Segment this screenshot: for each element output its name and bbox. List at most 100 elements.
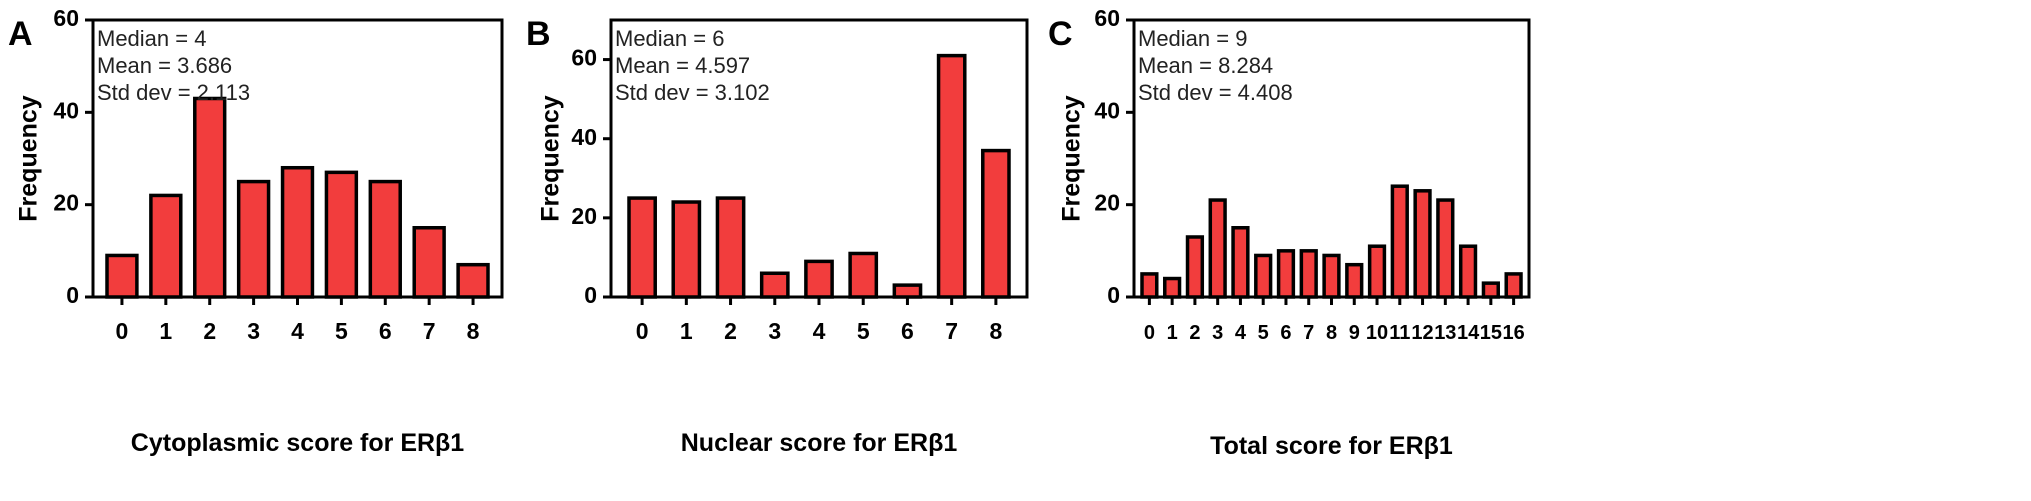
bar bbox=[105, 253, 139, 299]
chart-panel-b: B Frequency 0 1 2 3 4 5 6 7 8 0 20 40 60 Median = 6Mean… bbox=[526, 15, 1029, 457]
bar bbox=[1322, 253, 1341, 299]
x-tick-label: 15 bbox=[1480, 322, 1502, 344]
x-tick-label: 4 bbox=[291, 318, 304, 344]
y-tick-label: 40 bbox=[571, 124, 597, 150]
x-tick-label: 5 bbox=[1258, 322, 1269, 344]
bar bbox=[627, 196, 657, 299]
x-axis-label: Total score for ERβ1 bbox=[1210, 432, 1453, 460]
x-tick-label: 0 bbox=[1144, 322, 1155, 344]
x-tick-label: 7 bbox=[1303, 322, 1314, 344]
bar bbox=[1436, 198, 1455, 299]
bar bbox=[1254, 253, 1273, 299]
y-tick-label: 60 bbox=[53, 5, 79, 31]
x-tick-label: 6 bbox=[901, 318, 914, 344]
x-tick-label: 1 bbox=[680, 318, 693, 344]
bar bbox=[715, 196, 746, 299]
stat-annotation: Std dev = 4.408 bbox=[1138, 80, 1293, 105]
y-tick-label: 20 bbox=[1094, 190, 1120, 216]
y-axis-label: Frequency bbox=[537, 95, 565, 222]
x-tick-label: 13 bbox=[1434, 322, 1456, 344]
x-tick-label: 4 bbox=[1235, 322, 1247, 344]
y-axis-label: Frequency bbox=[15, 95, 43, 222]
stat-annotation: Median = 6 bbox=[615, 26, 724, 51]
x-tick-label: 3 bbox=[1212, 322, 1223, 344]
bar bbox=[1299, 249, 1318, 299]
bar bbox=[804, 259, 834, 299]
x-tick-label: 5 bbox=[857, 318, 870, 344]
x-tick-label: 10 bbox=[1366, 322, 1388, 344]
x-tick-label: 5 bbox=[335, 318, 348, 344]
x-tick-label: 8 bbox=[467, 318, 480, 344]
stat-annotation: Std dev = 3.102 bbox=[615, 80, 770, 105]
bar bbox=[1140, 272, 1159, 299]
y-axis-label: Frequency bbox=[1058, 95, 1086, 222]
stat-annotation: Median = 9 bbox=[1138, 26, 1247, 51]
bar bbox=[1231, 226, 1250, 299]
plot-frame bbox=[1132, 18, 1531, 299]
y-tick-label: 20 bbox=[571, 203, 597, 229]
x-tick-label: 7 bbox=[945, 318, 958, 344]
panel-letter: A bbox=[8, 15, 33, 53]
y-tick-label: 20 bbox=[53, 190, 79, 216]
x-tick-label: 2 bbox=[203, 318, 216, 344]
bar bbox=[1458, 244, 1478, 299]
bar bbox=[936, 53, 967, 299]
bar bbox=[1367, 244, 1387, 299]
stat-annotation: Median = 4 bbox=[97, 26, 206, 51]
x-tick-label: 9 bbox=[1349, 322, 1360, 344]
bar bbox=[193, 96, 227, 299]
stat-annotation: Std dev = 2.113 bbox=[97, 80, 250, 105]
y-tick-label: 0 bbox=[584, 282, 597, 308]
bar bbox=[1345, 262, 1364, 299]
y-tick-label: 0 bbox=[1107, 282, 1120, 308]
bar bbox=[1413, 189, 1432, 299]
bar bbox=[1504, 272, 1523, 299]
plot-frame bbox=[609, 18, 1029, 299]
x-tick-label: 16 bbox=[1502, 322, 1524, 344]
x-tick-label: 1 bbox=[159, 318, 172, 344]
panel-letter: C bbox=[1048, 15, 1073, 53]
bar bbox=[280, 165, 315, 299]
y-tick-label: 40 bbox=[1094, 97, 1120, 123]
x-tick-label: 6 bbox=[1280, 322, 1291, 344]
bar bbox=[981, 148, 1011, 299]
bar bbox=[671, 200, 702, 299]
bar bbox=[892, 283, 923, 299]
stat-annotation: Mean = 4.597 bbox=[615, 53, 750, 78]
bar bbox=[1208, 198, 1227, 299]
x-tick-label: 3 bbox=[768, 318, 781, 344]
bar bbox=[1185, 235, 1205, 299]
bar bbox=[412, 226, 446, 299]
plot-frame bbox=[91, 18, 504, 299]
chart-panel-a: A Frequency 0 1 2 3 4 5 6 7 8 0 20 40 60 Median = 4Mean… bbox=[8, 5, 504, 457]
y-tick-label: 40 bbox=[53, 97, 79, 123]
x-tick-label: 2 bbox=[1189, 322, 1200, 344]
stat-annotation: Mean = 8.284 bbox=[1138, 53, 1273, 78]
x-axis-label: Nuclear score for ERβ1 bbox=[681, 429, 958, 457]
x-tick-label: 11 bbox=[1389, 322, 1410, 344]
bar bbox=[1163, 276, 1182, 299]
x-tick-label: 6 bbox=[379, 318, 392, 344]
x-tick-label: 12 bbox=[1411, 322, 1433, 344]
bar bbox=[1276, 249, 1296, 299]
bar bbox=[324, 170, 359, 299]
x-tick-label: 0 bbox=[116, 318, 129, 344]
x-tick-label: 1 bbox=[1167, 322, 1178, 344]
bar bbox=[368, 179, 402, 299]
bar bbox=[149, 193, 183, 299]
x-tick-label: 14 bbox=[1457, 322, 1480, 344]
x-tick-label: 4 bbox=[813, 318, 826, 344]
bar bbox=[759, 271, 790, 299]
bar bbox=[456, 262, 490, 299]
y-tick-label: 60 bbox=[1094, 5, 1120, 31]
bar bbox=[1481, 281, 1500, 299]
bar bbox=[848, 251, 879, 299]
x-tick-label: 7 bbox=[423, 318, 436, 344]
stat-annotation: Mean = 3.686 bbox=[97, 53, 232, 78]
x-tick-label: 2 bbox=[724, 318, 737, 344]
y-tick-label: 0 bbox=[66, 282, 79, 308]
x-axis-label: Cytoplasmic score for ERβ1 bbox=[131, 429, 465, 457]
